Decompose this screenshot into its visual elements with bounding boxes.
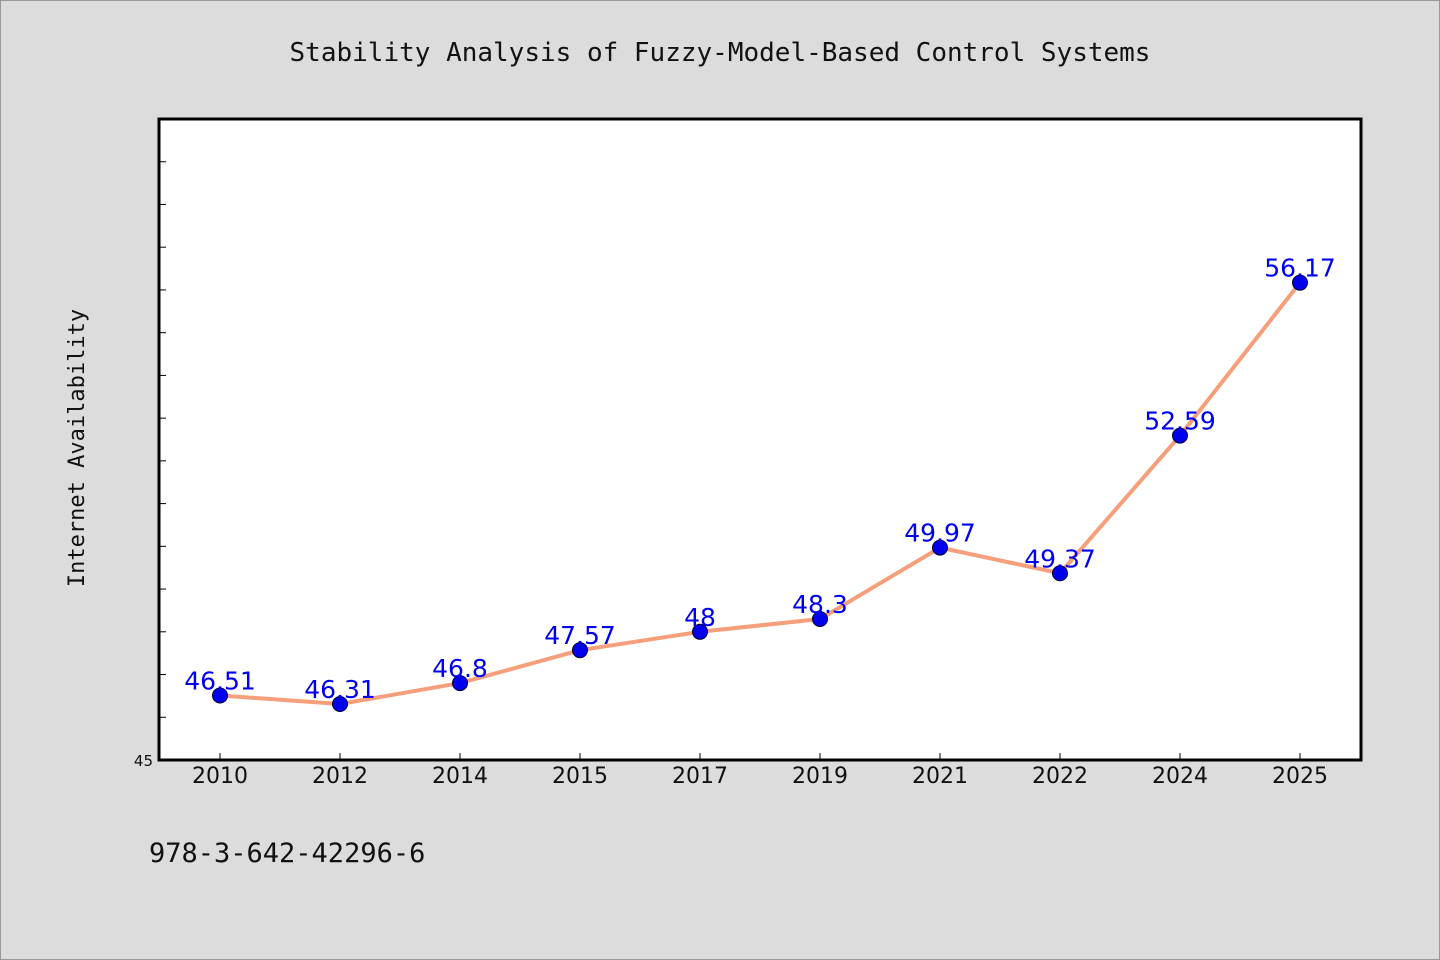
footnote-isbn: 978-3-642-42296-6 xyxy=(149,838,425,869)
x-tick-label: 2017 xyxy=(672,764,728,789)
series-markers-group xyxy=(212,274,1308,713)
data-point-marker xyxy=(1172,427,1188,444)
data-point-marker xyxy=(212,687,228,704)
y-tick-label: 45 xyxy=(134,752,153,770)
data-label: 47.57 xyxy=(544,621,616,650)
plot-area xyxy=(157,117,1363,762)
data-point-marker xyxy=(1292,274,1308,291)
x-tick-label: 2014 xyxy=(432,764,488,789)
data-label: 46.51 xyxy=(184,666,256,695)
data-point-marker xyxy=(572,642,588,659)
data-label: 52.59 xyxy=(1144,407,1216,436)
data-labels-group: 46.51 46.31 46.8 47.57 48 48.3 49.97 49.37 52.59… xyxy=(184,254,1336,704)
data-point-marker xyxy=(1052,565,1068,582)
series-line-group xyxy=(219,281,1302,707)
chart-title: Stability Analysis of Fuzzy-Model-Based … xyxy=(290,38,1151,68)
x-tick-label: 2015 xyxy=(552,764,608,789)
data-label: 49.97 xyxy=(904,519,976,548)
data-label: 56.17 xyxy=(1264,254,1336,283)
data-point-marker xyxy=(452,675,468,692)
x-tick-label: 2022 xyxy=(1032,764,1088,789)
data-label: 48.3 xyxy=(792,590,848,619)
data-label: 46.8 xyxy=(432,654,488,683)
series-line xyxy=(219,281,1302,707)
data-label: 49.37 xyxy=(1024,544,1096,573)
y-axis-ticks: 45 xyxy=(134,161,166,770)
data-point-marker xyxy=(812,610,828,627)
data-label: 46.31 xyxy=(304,675,376,704)
x-tick-label: 2019 xyxy=(792,764,848,789)
x-tick-label: 2025 xyxy=(1272,764,1328,789)
x-tick-label: 2010 xyxy=(192,764,248,789)
x-tick-label: 2012 xyxy=(312,764,368,789)
x-axis-ticks: 2010 2012 2014 2015 2017 2019 2021 2022 2024 2025 xyxy=(192,753,1328,789)
data-label: 48 xyxy=(684,603,716,632)
data-point-marker xyxy=(332,696,348,713)
data-point-marker xyxy=(692,623,708,640)
x-tick-label: 2024 xyxy=(1152,764,1208,789)
data-point-marker xyxy=(932,539,948,556)
x-tick-label: 2021 xyxy=(912,764,968,789)
y-axis-label: Internet Availability xyxy=(65,309,90,587)
